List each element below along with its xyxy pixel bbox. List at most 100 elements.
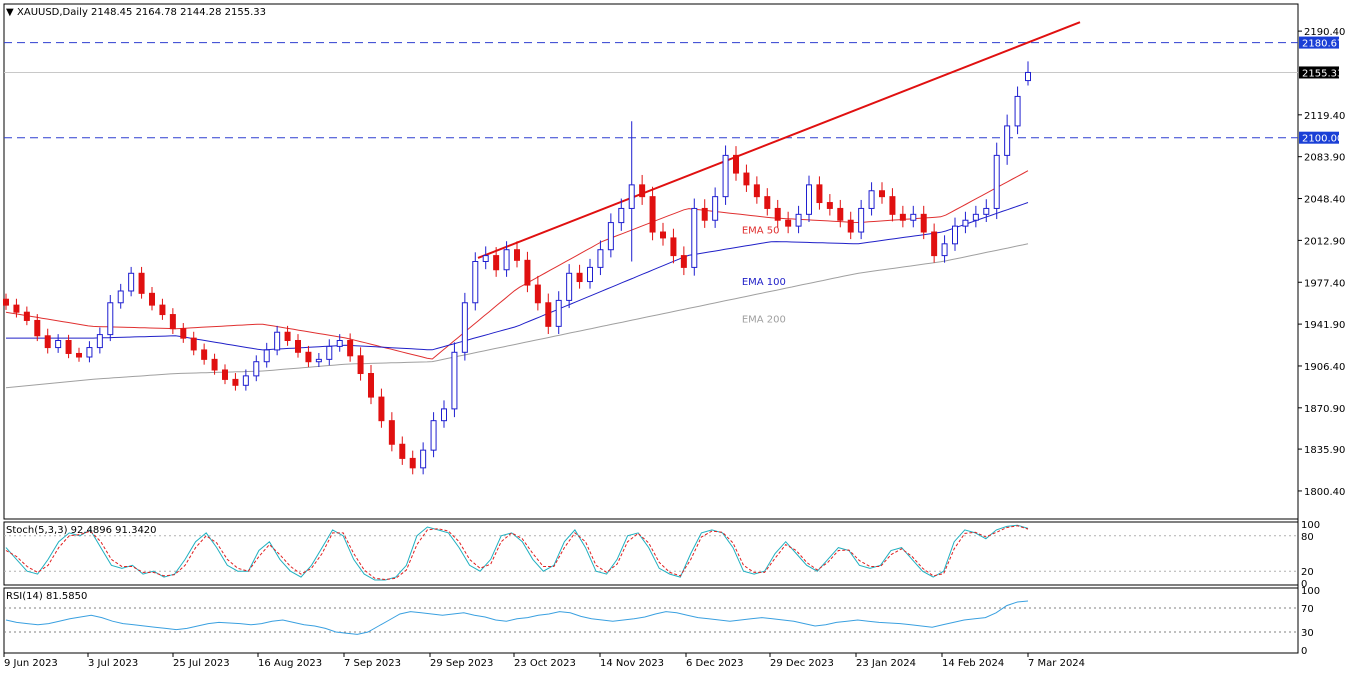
x-tick-label: 29 Dec 2023 bbox=[770, 658, 834, 669]
candle-body bbox=[899, 213, 906, 221]
candle-body bbox=[169, 314, 176, 330]
candle-body bbox=[628, 184, 635, 209]
candle-body bbox=[712, 196, 719, 221]
x-tick-label: 7 Sep 2023 bbox=[344, 658, 401, 669]
x-tick-label: 16 Aug 2023 bbox=[258, 658, 322, 669]
candle-body bbox=[806, 184, 812, 215]
y-tick-label: 1800.40 bbox=[1304, 487, 1345, 498]
axis-layer: 2180.67 2100.00 2190.40 2155.33 2119.40 2083.… bbox=[3, 27, 1345, 669]
candle-body bbox=[722, 154, 729, 198]
candle-body bbox=[44, 335, 51, 349]
candle-body bbox=[743, 172, 750, 186]
candle-body bbox=[222, 369, 228, 380]
candle-body bbox=[295, 339, 301, 353]
rsi-y-tick-label: 30 bbox=[1301, 628, 1314, 639]
candle-body bbox=[180, 328, 187, 339]
candle-body bbox=[451, 351, 458, 410]
candle-body bbox=[774, 207, 781, 221]
x-tick-label: 23 Oct 2023 bbox=[514, 658, 576, 669]
x-tick-label: 23 Jan 2024 bbox=[856, 658, 916, 669]
x-tick-label: 14 Nov 2023 bbox=[600, 658, 664, 669]
ema-line bbox=[5, 170, 1029, 360]
candle-body bbox=[336, 339, 343, 347]
candle-body bbox=[441, 408, 447, 422]
ema-line bbox=[6, 202, 1029, 351]
candle-body bbox=[920, 213, 927, 233]
candle-body bbox=[305, 351, 312, 363]
candle-body bbox=[962, 219, 969, 227]
candle-body bbox=[96, 334, 103, 349]
candle-body bbox=[931, 231, 938, 257]
trendline bbox=[477, 21, 1081, 259]
stoch-y-tick-label: 100 bbox=[1301, 520, 1320, 531]
y-tick-label: 1835.90 bbox=[1304, 445, 1345, 456]
ema-line bbox=[5, 243, 1029, 389]
x-tick-label: 14 Feb 2024 bbox=[942, 658, 1004, 669]
candle-body bbox=[13, 304, 20, 313]
candle-body bbox=[482, 255, 489, 262]
ema-label: EMA 50 bbox=[742, 225, 780, 236]
candle-body bbox=[55, 339, 62, 349]
candle-body bbox=[378, 396, 385, 422]
candle-body bbox=[545, 302, 552, 327]
candle-body bbox=[618, 207, 625, 224]
candle-body bbox=[576, 272, 583, 283]
candle-body bbox=[514, 249, 520, 261]
candle-body bbox=[420, 449, 427, 469]
candle-body bbox=[232, 378, 239, 386]
stoch-panel-frame bbox=[3, 521, 1299, 586]
candle-body bbox=[858, 207, 865, 233]
candle-body bbox=[566, 272, 573, 301]
candle-body bbox=[639, 184, 646, 198]
x-tick-label: 3 Jul 2023 bbox=[88, 658, 138, 669]
current-price-tag-label: 2155.33 bbox=[1302, 68, 1343, 79]
candle-body bbox=[972, 213, 979, 221]
x-tick-label: 29 Sep 2023 bbox=[430, 658, 493, 669]
y-tick-label: 2083.90 bbox=[1304, 153, 1345, 164]
candle-body bbox=[753, 184, 760, 198]
candle-body bbox=[733, 154, 739, 174]
stoch-y-tick-label: 20 bbox=[1301, 567, 1314, 578]
rsi-panel-frame bbox=[3, 587, 1299, 654]
candle-body bbox=[701, 207, 708, 221]
rsi-layer bbox=[4, 600, 1298, 635]
y-tick-label: 1870.90 bbox=[1304, 404, 1345, 415]
candle-body bbox=[284, 331, 291, 341]
candle-body bbox=[607, 222, 614, 251]
candle-body bbox=[399, 443, 406, 459]
candle-body bbox=[889, 196, 896, 215]
candle-body bbox=[993, 154, 1000, 209]
candle-body bbox=[1004, 125, 1011, 156]
candle-body bbox=[795, 213, 802, 227]
rsi-y-tick-label: 70 bbox=[1301, 604, 1314, 615]
candle-body bbox=[587, 266, 593, 283]
candle-body bbox=[524, 259, 531, 286]
y-tick-label: 2048.40 bbox=[1304, 195, 1345, 206]
rsi-header: RSI(14) 81.5850 bbox=[6, 591, 87, 602]
candle-body bbox=[879, 190, 885, 198]
collapse-triangle-icon[interactable]: ▼ bbox=[6, 7, 14, 18]
candle-body bbox=[493, 255, 500, 271]
rsi-line bbox=[5, 600, 1029, 635]
current-price-tag bbox=[1299, 66, 1339, 79]
candle-body bbox=[785, 219, 792, 227]
candle-body bbox=[253, 361, 260, 377]
stoch-y-tick-label: 80 bbox=[1301, 532, 1314, 543]
candle-body bbox=[837, 207, 844, 221]
candle-body bbox=[3, 298, 9, 306]
candle-body bbox=[34, 319, 41, 337]
y-tick-label: 2119.40 bbox=[1304, 111, 1345, 122]
stoch-layer bbox=[4, 524, 1298, 581]
candle-body bbox=[23, 311, 30, 321]
y-tick-label: 1941.90 bbox=[1304, 320, 1345, 331]
rsi-y-tick-label: 0 bbox=[1301, 646, 1307, 657]
candle-body bbox=[649, 196, 656, 233]
stoch-header: Stoch(5,3,3) 92.4896 91.3420 bbox=[6, 525, 157, 536]
y-tick-label: 1977.40 bbox=[1304, 278, 1345, 289]
price-level-tag bbox=[1299, 36, 1339, 49]
candlestick-layer bbox=[3, 61, 1031, 475]
candle-body bbox=[357, 355, 364, 375]
candle-body bbox=[326, 345, 333, 360]
